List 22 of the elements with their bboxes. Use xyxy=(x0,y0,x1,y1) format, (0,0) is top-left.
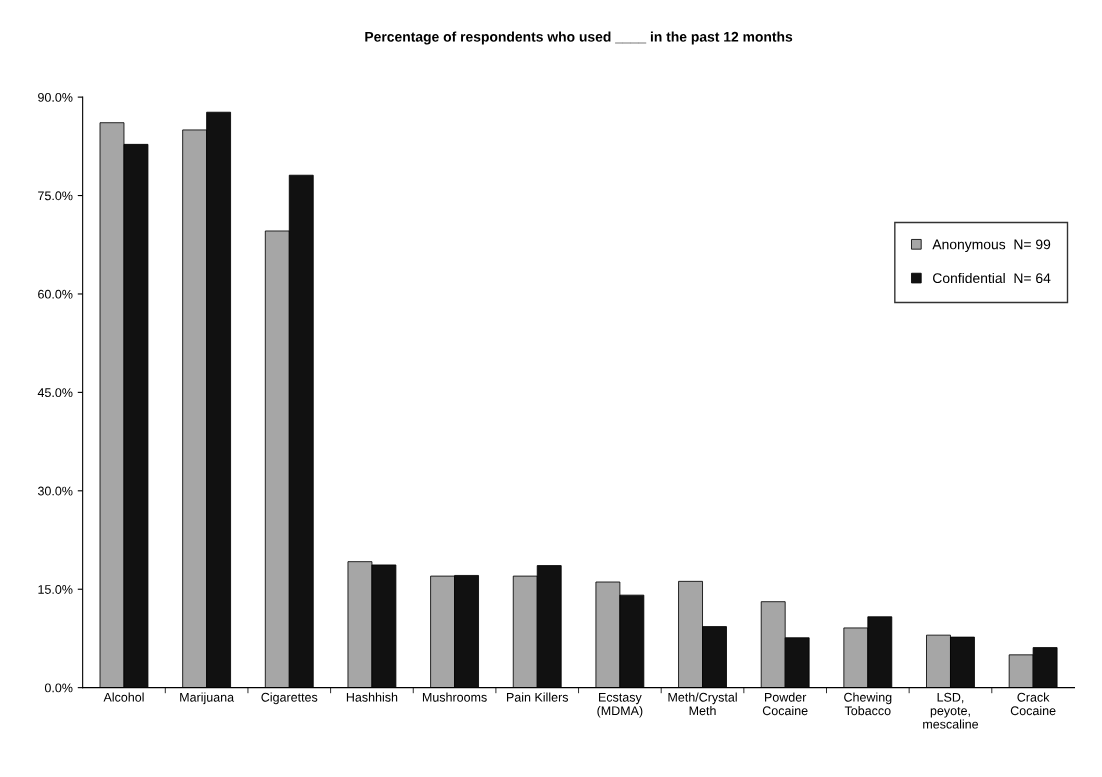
x-tick-label: Cigarettes xyxy=(261,692,318,705)
y-tick-label: 75.0% xyxy=(38,191,73,201)
x-tick-label: Hashhish xyxy=(346,692,398,702)
y-tick-label: 60.0% xyxy=(38,289,73,299)
x-tick-label: Pain Killers xyxy=(506,692,569,702)
legend-label: Anonymous N= 99 xyxy=(932,239,1051,253)
x-tick-label: Alcohol xyxy=(103,692,144,702)
x-tick-label: LSD, peyote, mescaline xyxy=(923,692,979,729)
legend-label: Confidential N= 64 xyxy=(933,272,1051,284)
x-tick-label: Chewing Tobacco xyxy=(844,692,892,716)
chart-title: Percentage of respondents who used ____ in the past 12 months xyxy=(365,31,793,45)
x-tick-label: Meth/Crystal Meth xyxy=(668,692,737,716)
x-tick-label: Mushrooms xyxy=(422,692,487,702)
x-tick-label: Powder Cocaine xyxy=(762,692,808,716)
x-tick-label: Crack Cocaine xyxy=(1010,692,1056,716)
y-tick-label: 0.0% xyxy=(44,683,73,693)
y-tick-label: 45.0% xyxy=(37,388,73,398)
y-tick-label: 30.0% xyxy=(37,486,73,496)
x-tick-label: Ecstasy (MDMA) xyxy=(597,692,643,718)
y-tick-label: 15.0% xyxy=(38,585,73,594)
x-tick-label: Marijuana xyxy=(180,692,235,705)
y-tick-label: 90.0% xyxy=(38,92,73,102)
